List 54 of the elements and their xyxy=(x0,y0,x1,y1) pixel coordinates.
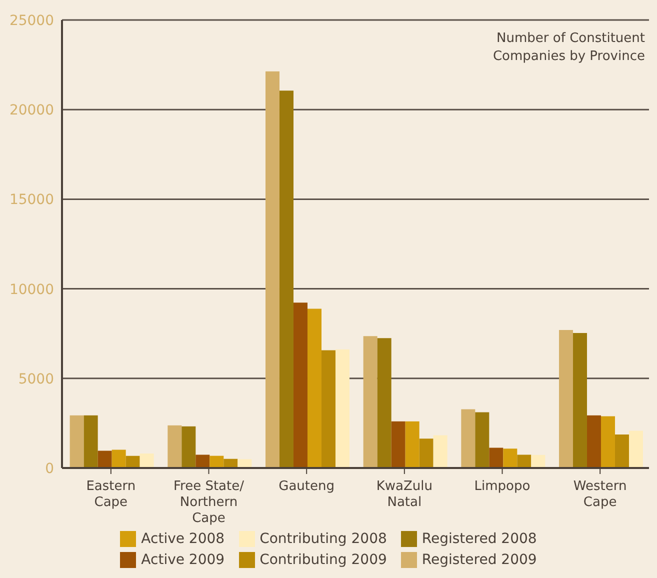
bar xyxy=(196,454,210,468)
bar xyxy=(168,425,182,468)
bar xyxy=(475,412,490,468)
bar xyxy=(84,415,98,468)
x-tick-label: KwaZulu Natal xyxy=(376,479,432,510)
legend-label: Contributing 2008 xyxy=(260,530,387,546)
bar xyxy=(363,336,378,468)
x-tick-label: Limpopo xyxy=(474,479,530,494)
x-tick-label: Free State/ Northern Cape xyxy=(173,479,245,526)
bar xyxy=(293,302,308,468)
legend-label: Registered 2008 xyxy=(422,530,537,546)
bar xyxy=(572,333,587,468)
bar xyxy=(70,415,84,468)
bar xyxy=(489,448,504,468)
legend-label: Active 2008 xyxy=(141,530,225,546)
bar xyxy=(112,450,126,468)
bar xyxy=(600,416,615,468)
bar xyxy=(628,430,643,468)
bar xyxy=(126,456,140,468)
y-tick-label: 0 xyxy=(45,460,54,477)
bar xyxy=(377,338,392,468)
bar xyxy=(558,330,573,468)
bar xyxy=(140,453,154,468)
y-tick-label: 20000 xyxy=(9,102,54,119)
bar xyxy=(531,454,546,468)
x-tick-label: Gauteng xyxy=(278,479,335,494)
bar xyxy=(335,349,350,468)
bar xyxy=(391,421,406,468)
y-tick-label: 15000 xyxy=(9,192,54,208)
bar xyxy=(503,448,518,468)
y-tick-label: 10000 xyxy=(9,282,54,298)
bar xyxy=(279,90,294,468)
legend-label: Active 2009 xyxy=(141,552,225,568)
text: Number of Constituent Companies by Province xyxy=(492,30,645,66)
bar xyxy=(614,434,629,468)
bar xyxy=(461,409,476,468)
x-tick-label: Eastern Cape xyxy=(86,479,136,510)
bar xyxy=(321,350,336,468)
bar xyxy=(586,415,601,468)
bar xyxy=(433,435,448,468)
bar xyxy=(405,421,420,468)
legend-label: Registered 2009 xyxy=(422,552,537,568)
y-tick-label: 5000 xyxy=(18,371,54,388)
bar xyxy=(517,454,532,468)
bar xyxy=(182,426,196,468)
legend-label: Contributing 2009 xyxy=(260,552,387,568)
y-tick-label: 25000 xyxy=(9,12,54,29)
bar xyxy=(419,438,434,468)
bar xyxy=(210,456,224,468)
bar xyxy=(265,71,280,468)
bar xyxy=(307,308,322,468)
x-tick-label: Western Cape xyxy=(573,479,627,510)
bar xyxy=(238,459,252,468)
bar xyxy=(98,450,112,468)
